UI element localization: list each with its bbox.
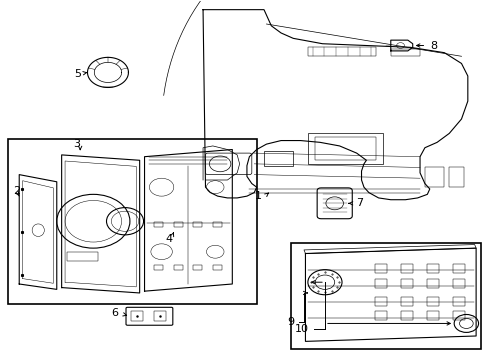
Text: 4: 4 xyxy=(165,234,172,244)
Text: 1: 1 xyxy=(254,191,261,201)
Bar xyxy=(427,311,438,320)
Bar xyxy=(452,311,464,320)
Bar xyxy=(452,279,464,288)
Bar xyxy=(427,297,438,306)
Text: 7: 7 xyxy=(355,198,362,208)
Bar xyxy=(400,279,412,288)
Text: 2: 2 xyxy=(13,186,20,196)
Bar xyxy=(212,222,221,226)
Text: 5: 5 xyxy=(74,69,81,79)
Bar xyxy=(193,265,202,270)
Bar xyxy=(400,297,412,306)
Bar xyxy=(315,137,375,160)
Bar xyxy=(66,252,98,261)
Bar xyxy=(264,151,293,166)
Bar xyxy=(307,47,375,56)
Bar xyxy=(374,297,386,306)
Text: 3: 3 xyxy=(73,139,80,149)
Bar xyxy=(400,311,412,320)
Text: 6: 6 xyxy=(111,309,119,318)
Bar xyxy=(131,311,143,321)
Bar xyxy=(374,311,386,320)
Bar xyxy=(452,297,464,306)
Bar xyxy=(448,167,463,187)
Bar xyxy=(154,265,163,270)
Bar xyxy=(212,265,221,270)
Bar xyxy=(374,279,386,288)
Bar xyxy=(374,264,386,273)
Bar xyxy=(390,49,419,56)
Bar xyxy=(154,311,166,321)
Bar xyxy=(290,243,480,348)
Text: 10: 10 xyxy=(294,324,308,334)
Bar xyxy=(424,167,444,187)
Bar xyxy=(173,265,182,270)
Bar xyxy=(400,264,412,273)
Bar xyxy=(193,222,202,226)
Bar xyxy=(307,134,383,164)
Bar xyxy=(427,279,438,288)
Bar xyxy=(8,139,256,304)
Bar xyxy=(173,222,182,226)
Bar xyxy=(154,222,163,226)
Bar xyxy=(452,264,464,273)
Text: 9: 9 xyxy=(286,317,294,327)
Bar xyxy=(427,264,438,273)
Text: 8: 8 xyxy=(429,41,436,50)
